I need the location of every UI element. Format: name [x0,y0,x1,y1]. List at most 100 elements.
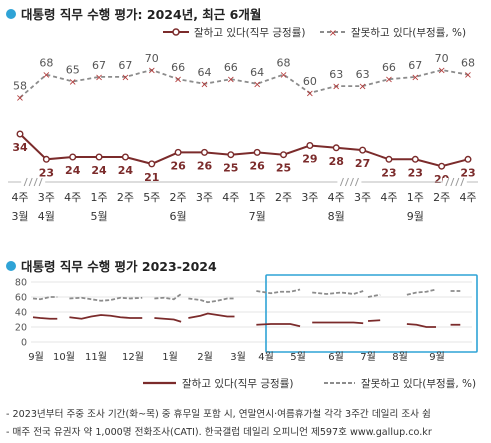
approval-segment [406,323,437,328]
x-tick-label: 1주 [249,191,266,204]
chart2-month-label: 1월 [162,351,178,363]
approval-point [385,155,393,163]
approval-value-label: 26 [197,159,213,172]
chart2-month-label: 5월 [290,351,306,363]
x-tick-label: 2주 [275,191,292,204]
chart1-title: 대통령 직무 수행 평가: 2024년, 최근 6개월 [21,7,262,22]
disapproval-value-label: 64 [250,66,264,79]
approval-segment [256,323,301,328]
x-tick-label: 4주 [380,191,397,204]
disapproval-segment [312,290,364,295]
approval-value-label: 25 [223,162,238,175]
x-tick-label: 2주 [433,191,450,204]
chart2: 0 20 40 60 80 9월 10월 11월 12월 1월 2월 3월 4월 5월 6월 7월 8월 9월잘하… [15,274,478,390]
disapproval-value-label: 67 [408,59,422,72]
disapproval-point: × [95,72,103,83]
chart1-title-row: 대통령 직무 수행 평가: 2024년, 최근 6개월 [6,4,261,23]
disapproval-point: × [306,89,314,100]
disapproval-segment [256,288,301,295]
disapproval-value-label: 66 [382,61,396,74]
disapproval-value-label: 66 [171,61,185,74]
x-month-label: 7월 [249,210,266,223]
axis-break-gap [442,178,467,186]
legend-disapprove-label: 잘못하고 있다(부정률, %) [351,26,466,39]
approval-segment [154,317,182,323]
approval-segment [367,319,381,322]
axis-break-mark [28,177,33,187]
axis-break-mark [450,177,455,187]
disapproval-point: × [411,72,419,83]
approval-point [69,153,77,161]
disapproval-segment [154,293,182,301]
x-month-label: 9월 [407,210,424,223]
axis-break-mark [445,177,450,187]
bullet-dot-icon [6,8,16,19]
legend-disapprove-label: 잘못하고 있다(부정률, %) [361,377,476,390]
disapproval-point: × [332,82,340,93]
approval-segment [312,321,364,325]
disapproval-point: × [174,75,182,86]
approval-value-label: 34 [12,141,28,154]
chart2-month-label: 9월 [429,351,445,363]
approval-value-label: 25 [276,162,291,175]
disapproval-value-label: 70 [145,52,159,65]
approval-point [200,148,208,156]
x-tick-label: 1주 [90,191,107,204]
recent-period-highlight-box [265,274,478,353]
axis-break-mark [344,177,349,187]
disapproval-value-label: 63 [356,68,370,81]
approval-point [306,141,314,149]
approval-point [227,151,235,159]
chart2-month-label: 12월 [122,351,144,363]
disapproval-value-label: 63 [329,68,343,81]
disapproval-point: × [121,72,129,83]
chart2-month-label: 2월 [197,351,213,363]
chart2-title-row: 대통령 직무 수행 평가 2023-2024 [6,256,217,275]
axis-break-gap [337,178,362,186]
approval-point [148,160,156,168]
legend-approve-label: 잘하고 있다(직무 긍정률) [182,377,293,390]
x-tick-label: 4주 [328,191,345,204]
approval-point [42,155,50,163]
chart2-month-label: 10월 [53,351,75,363]
disapproval-value-label: 70 [435,52,449,65]
approval-value-label: 23 [408,166,423,179]
footnote-2: - 매주 전국 유권자 약 1,000명 전화조사(CATI). 한국갤럽 데일… [6,427,432,438]
approval-point [332,144,340,152]
disapproval-value-label: 67 [92,59,106,72]
x-tick-label: 4주 [64,191,81,204]
disapproval-segment [367,293,381,298]
legend-approve-label: 잘하고 있다(직무 긍정률) [194,26,305,39]
axis-break-mark [349,177,354,187]
chart2-title: 대통령 직무 수행 평가 2023-2024 [21,259,217,274]
disapproval-value-label: 67 [118,59,132,72]
disapproval-point: × [358,82,366,93]
disapproval-point: × [200,79,208,90]
legend-approve-marker [172,28,180,36]
disapproval-value-label: 66 [224,61,238,74]
bullet-dot-icon [6,260,16,271]
approval-point [121,153,129,161]
approval-segment [32,316,58,320]
approval-point [280,151,288,159]
disapproval-value-label: 64 [197,66,211,79]
approval-value-label: 21 [144,171,159,184]
chart2-y-tick-label: 40 [15,308,27,319]
x-tick-label: 1주 [407,191,424,204]
x-month-label: 6월 [170,210,187,223]
axis-break-gap [21,178,46,186]
approval-segment [188,312,235,319]
x-month-label: 3월 [11,210,28,223]
axis-break-mark [460,177,465,187]
x-month-label: 4월 [38,210,55,223]
approval-value-label: 24 [91,164,107,177]
axis-break-mark [455,177,460,187]
x-tick-label: 3주 [196,191,213,204]
approval-point [16,130,24,138]
axis-break-mark [23,177,28,187]
disapproval-point: × [148,66,156,77]
approval-value-label: 28 [329,155,344,168]
axis-break-mark [38,177,43,187]
disapproval-line [19,69,469,99]
approval-value-label: 29 [302,153,317,166]
